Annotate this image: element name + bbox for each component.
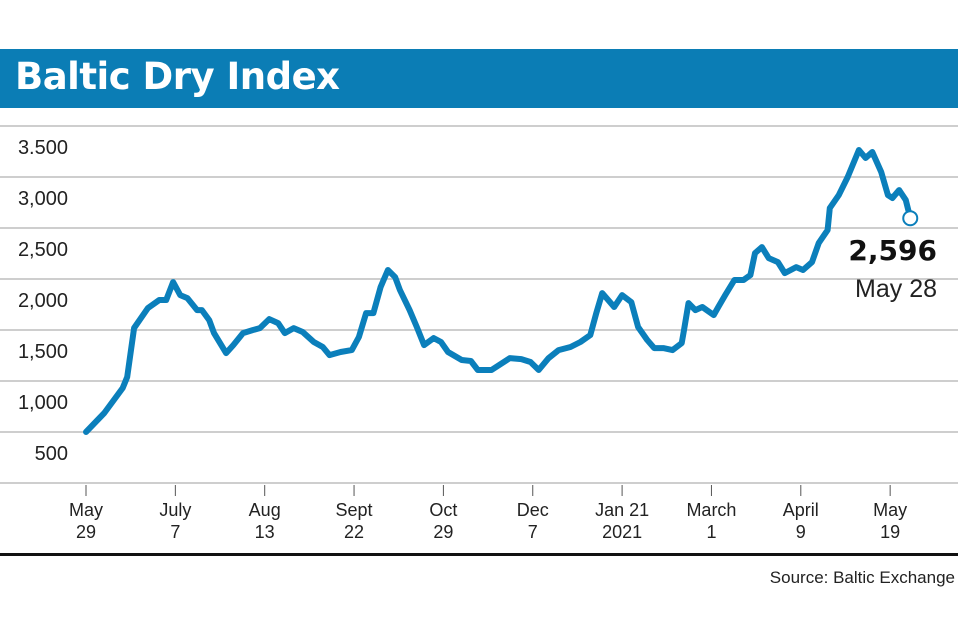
x-tick-label-line1: Sept [336,500,373,520]
x-tick-label-line1: May [69,500,103,520]
end-date-label: May 28 [855,275,937,303]
y-tick-label: 500 [35,443,68,465]
x-tick-label-line2: 2021 [602,522,642,542]
end-value-label: 2,596 [848,234,937,267]
bdi-line [83,147,914,435]
source-note: Source: Baltic Exchange [770,568,955,587]
y-tick-label: 1,000 [18,392,68,414]
bottom-rule [0,553,958,556]
x-tick-label-line1: May [873,500,907,520]
x-tick-label-line2: 29 [76,522,96,542]
x-tick-label-line2: 22 [344,522,364,542]
x-tick-label-line2: 29 [433,522,453,542]
x-tick-label-line1: Jan 21 [595,500,649,520]
y-tick-label: 2,500 [18,239,68,261]
y-tick-label: 1,500 [18,341,68,363]
x-tick-label-line1: Aug [249,500,281,520]
end-point-marker [902,210,919,227]
y-tick-label: 3,000 [18,188,68,210]
x-tick-label-line1: July [159,500,191,520]
x-tick-label-line2: 9 [796,522,806,542]
title-bar: Baltic Dry Index [0,49,958,108]
x-tick-label-line2: 19 [880,522,900,542]
x-tick-label-line2: 7 [170,522,180,542]
x-tick-label-line2: 13 [255,522,275,542]
x-tick-label-line2: 7 [528,522,538,542]
x-tick-label-line1: Oct [429,500,457,520]
x-tick-label-line2: 1 [706,522,716,542]
y-tick-label: 3.500 [18,137,68,159]
x-tick-label-line1: March [686,500,736,520]
chart-title: Baltic Dry Index [15,55,340,98]
series [83,147,919,435]
x-tick-label-line1: Dec [517,500,549,520]
x-tick-label-line1: April [783,500,819,520]
y-tick-label: 2,000 [18,290,68,312]
gridlines [0,125,958,484]
y-axis-labels: 3.500 3,000 2,500 2,000 1,500 1,000 500 [18,137,68,465]
